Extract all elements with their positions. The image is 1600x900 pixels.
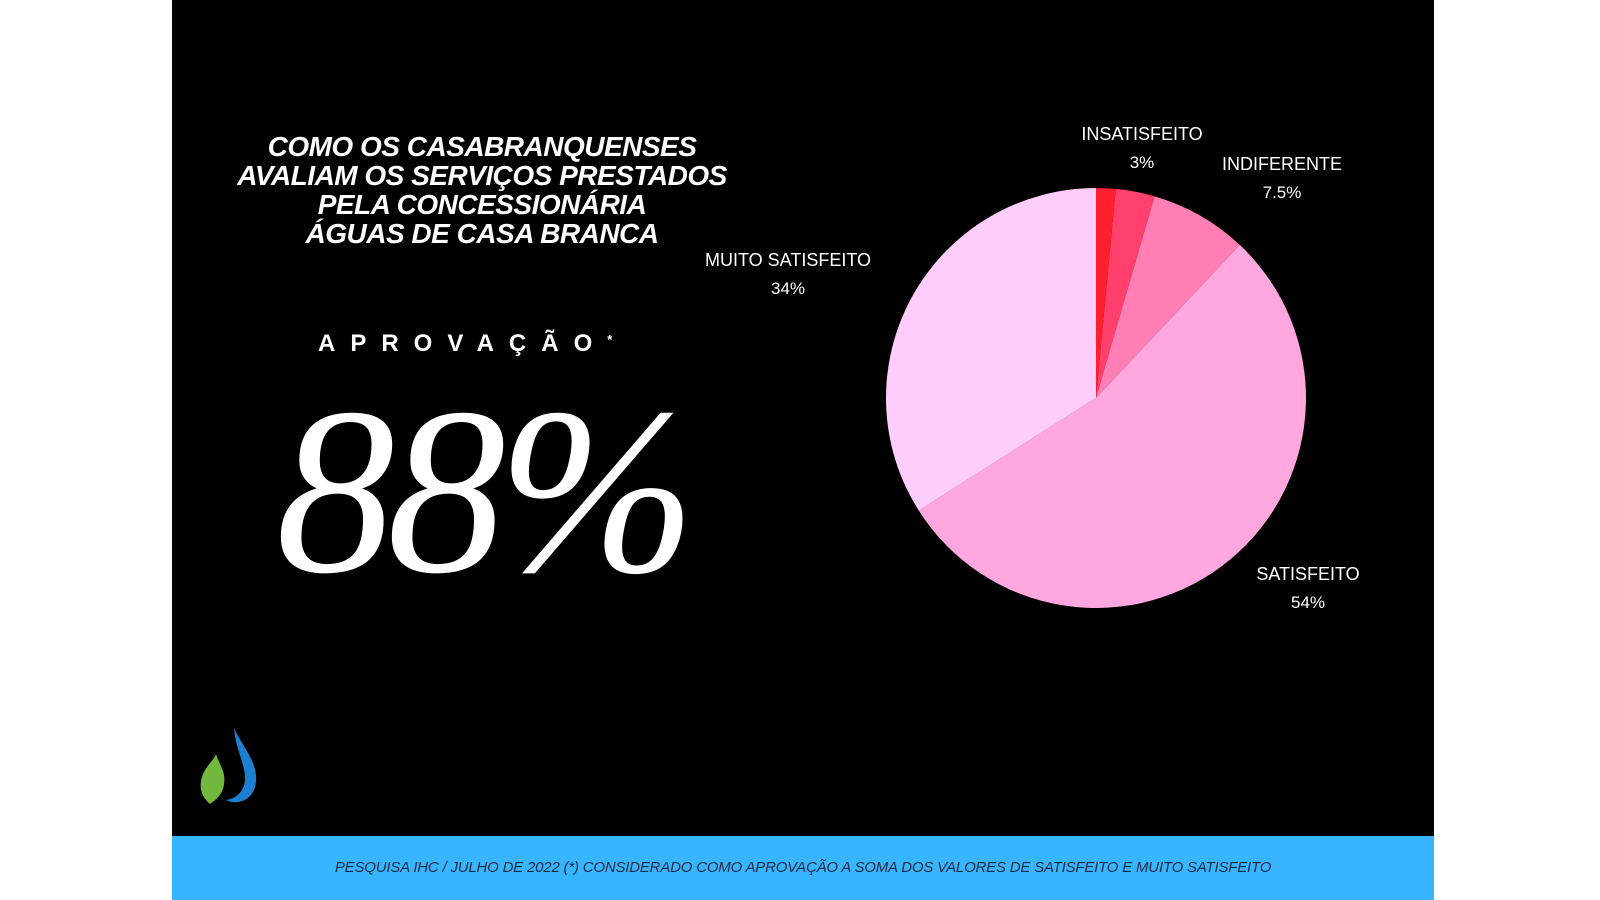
page-title: COMO OS CASABRANQUENSES AVALIAM OS SERVI…	[232, 132, 732, 248]
title-line-1: COMO OS CASABRANQUENSES	[267, 131, 697, 162]
approval-label: APROVAÇÃO*	[318, 330, 612, 358]
pie-slice-unlabeled	[1096, 188, 1116, 398]
slide: COMO OS CASABRANQUENSES AVALIAM OS SERVI…	[172, 0, 1434, 900]
footer-note: PESQUISA IHC / JULHO DE 2022 (*) CONSIDE…	[334, 859, 1272, 876]
approval-value: 88%	[275, 360, 696, 623]
title-line-3: PELA CONCESSIONÁRIA	[317, 189, 647, 220]
slice-percent-indiferente: 7.5%	[1263, 183, 1302, 202]
pie-slice-indiferente	[1096, 196, 1240, 398]
title-line-4: ÁGUAS DE CASA BRANCA	[305, 218, 659, 249]
slice-percent-muito-satisfeito: 34%	[771, 279, 805, 298]
slice-label-indiferente: INDIFERENTE	[1222, 154, 1342, 174]
approval-label-text: APROVAÇÃO	[318, 330, 608, 357]
slice-label-muito-satisfeito: MUITO SATISFEITO	[705, 250, 871, 270]
pie-slice-muito-satisfeito	[886, 188, 1096, 511]
water-drop-logo-icon	[200, 728, 257, 804]
approval-asterisk: *	[607, 332, 613, 347]
slice-label-satisfeito: SATISFEITO	[1256, 564, 1359, 584]
title-line-2: AVALIAM OS SERVIÇOS PRESTADOS	[237, 160, 727, 191]
pie-slice-insatisfeito	[1096, 188, 1155, 398]
slice-percent-satisfeito: 54%	[1291, 593, 1325, 612]
pie-chart: INSATISFEITO 3% INDIFERENTE 7.5% SATISFEITO 5…	[705, 124, 1360, 612]
slice-percent-insatisfeito: 3%	[1130, 153, 1155, 172]
dark-panel: COMO OS CASABRANQUENSES AVALIAM OS SERVI…	[172, 0, 1434, 836]
slice-label-insatisfeito: INSATISFEITO	[1081, 124, 1202, 144]
footer-bar: PESQUISA IHC / JULHO DE 2022 (*) CONSIDE…	[172, 836, 1434, 900]
pie-slice-satisfeito	[918, 244, 1307, 609]
